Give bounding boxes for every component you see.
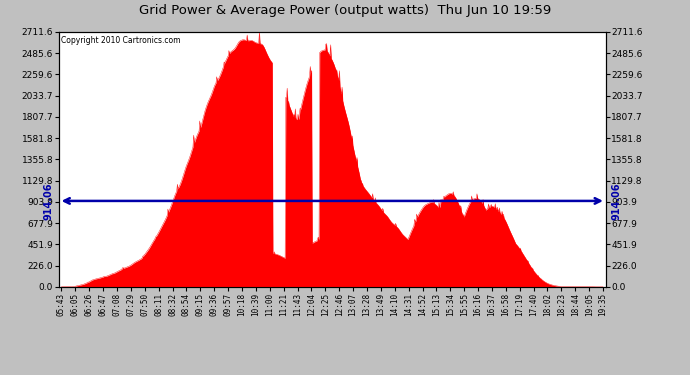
Text: 914.06: 914.06 <box>611 182 621 220</box>
Text: Copyright 2010 Cartronics.com: Copyright 2010 Cartronics.com <box>61 36 181 45</box>
Text: 914.06: 914.06 <box>43 182 53 220</box>
Text: Grid Power & Average Power (output watts)  Thu Jun 10 19:59: Grid Power & Average Power (output watts… <box>139 4 551 17</box>
